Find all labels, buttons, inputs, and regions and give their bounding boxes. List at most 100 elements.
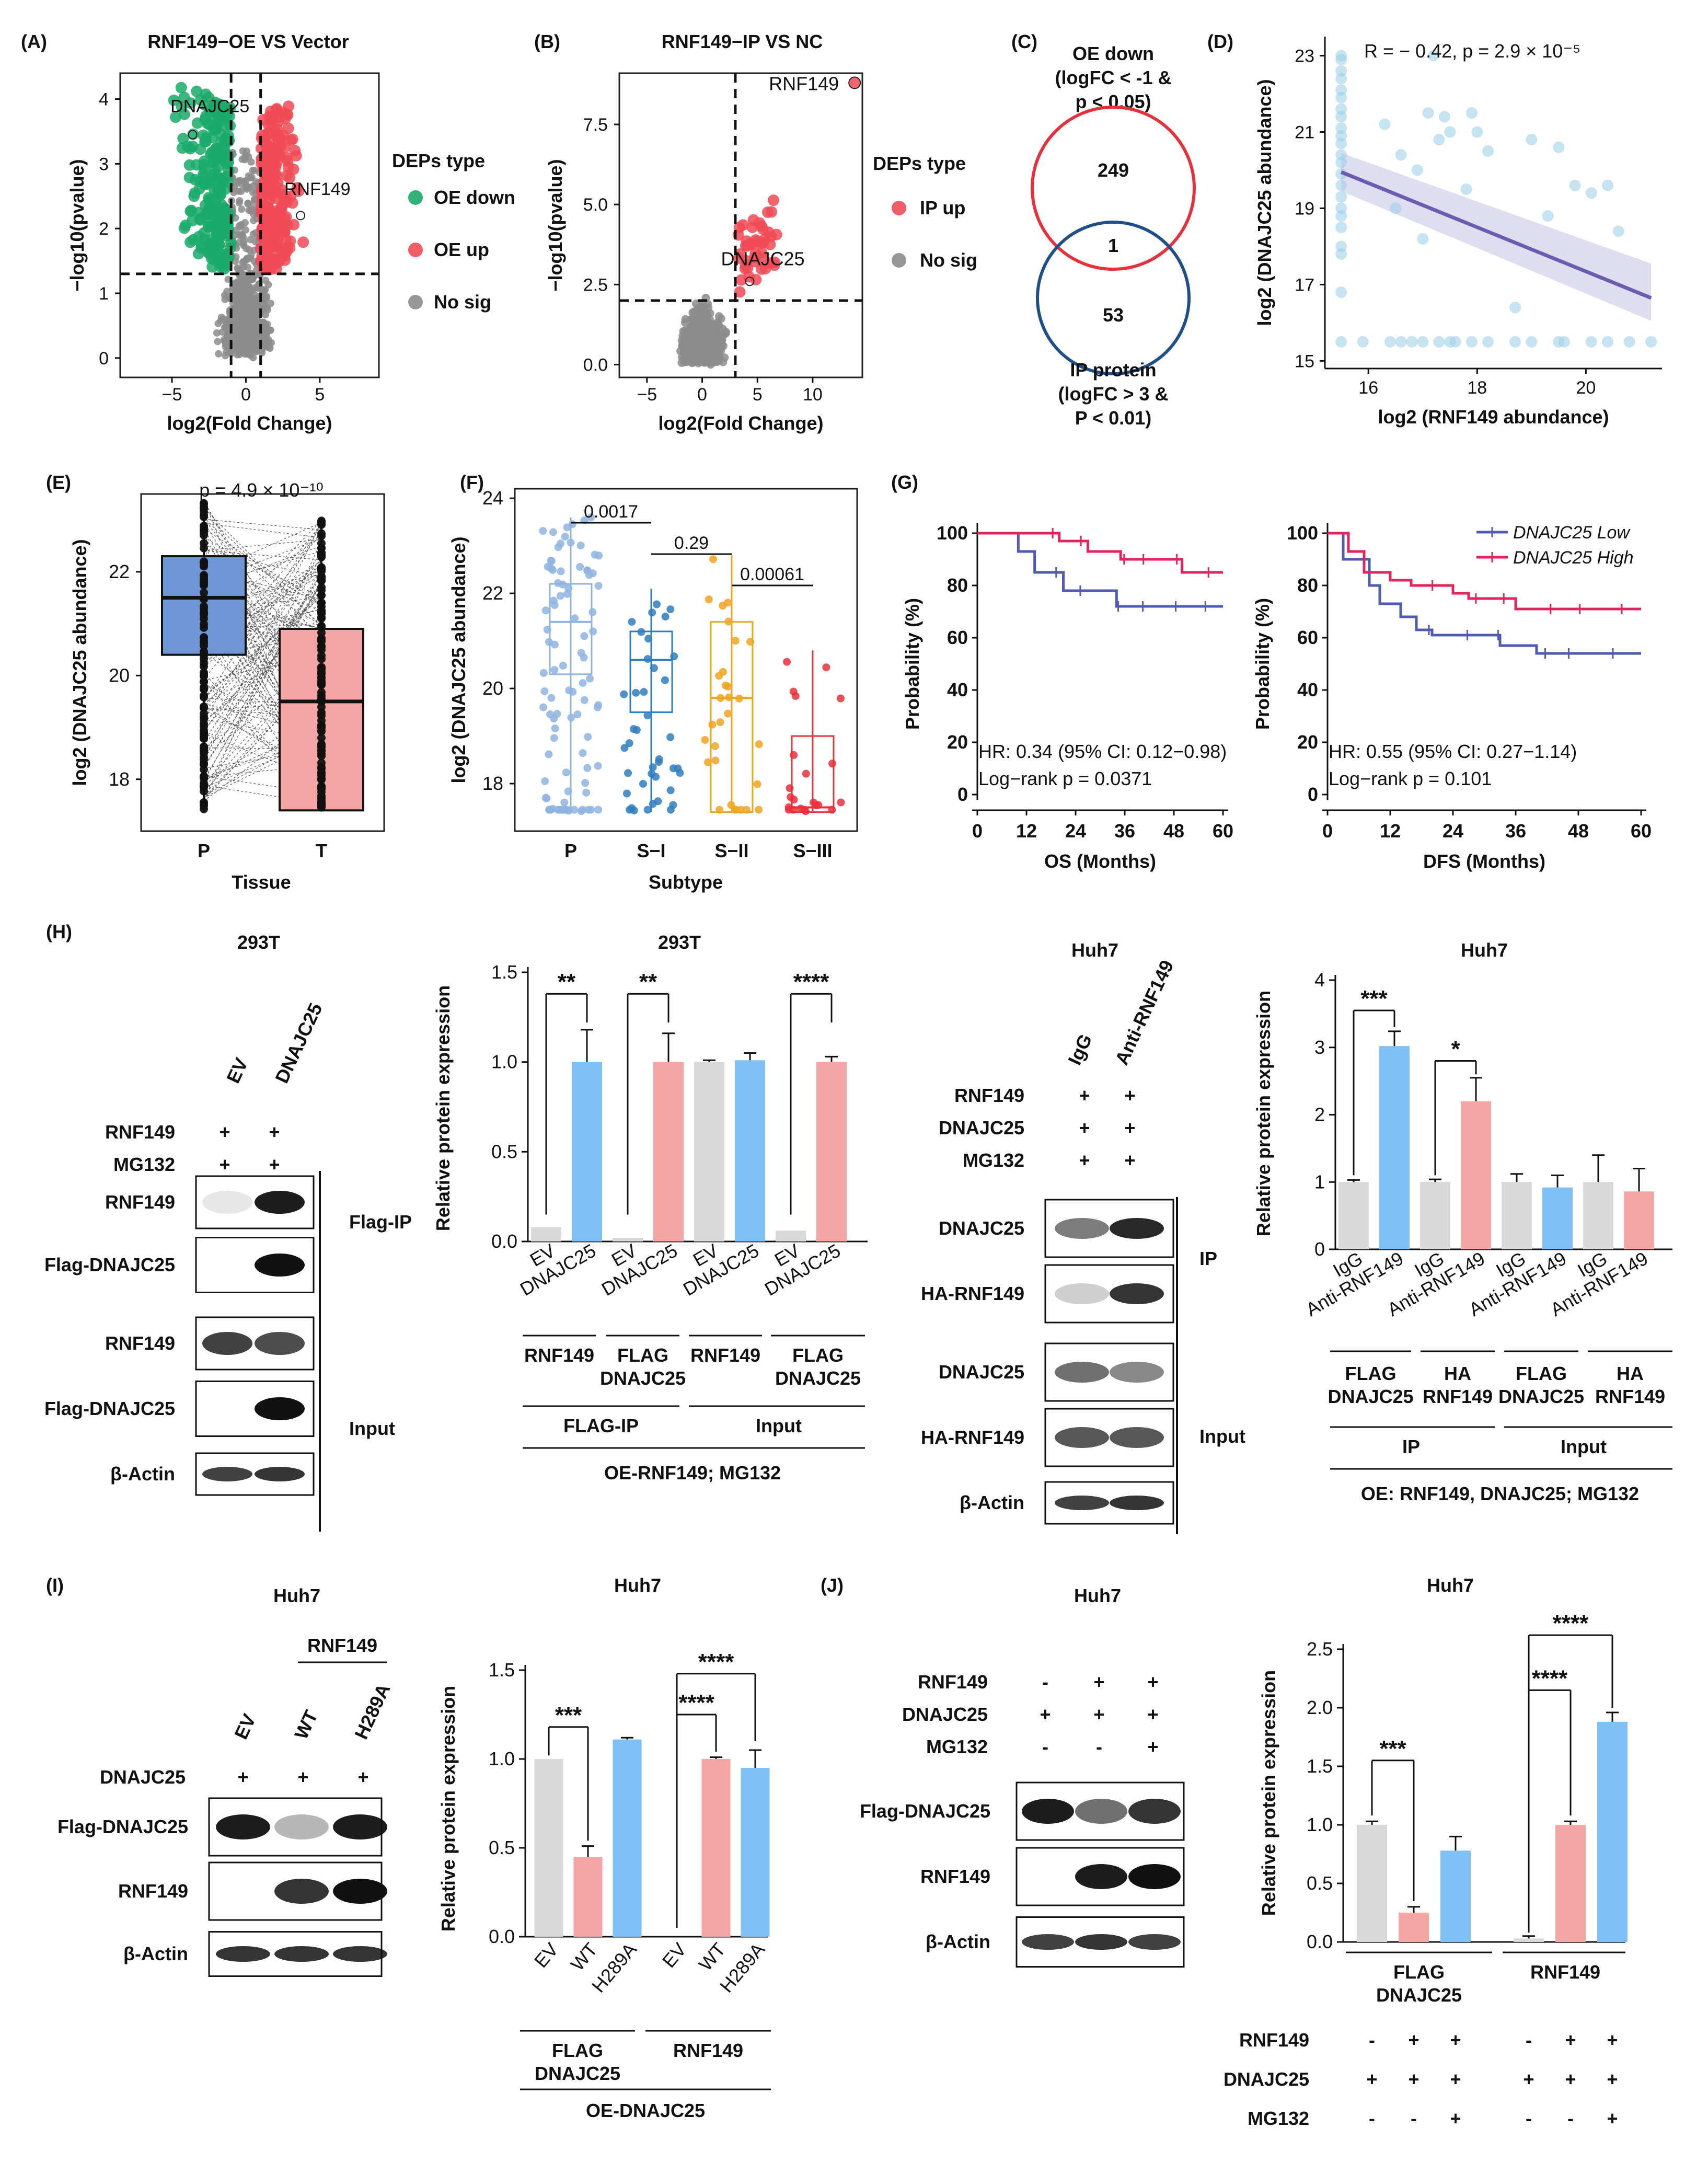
pair-line — [203, 557, 322, 679]
bar — [1399, 1913, 1429, 1942]
point-label: RNF149 — [284, 179, 351, 199]
volcano-point-nosig — [238, 205, 246, 213]
volcano-point-down — [185, 204, 197, 216]
pair-line — [203, 537, 322, 606]
scatter-point — [1601, 336, 1613, 348]
scatter-point — [1558, 336, 1570, 348]
box-point — [200, 610, 208, 619]
blot-title: Huh7 — [1071, 939, 1118, 961]
bar — [1542, 1187, 1573, 1249]
band — [1055, 1283, 1109, 1304]
sign: + — [237, 1766, 248, 1788]
volcano-point-down — [206, 101, 218, 113]
legend-title: DEPs type — [873, 153, 966, 174]
scatter-point — [1384, 336, 1396, 348]
bar — [1357, 1825, 1387, 1942]
jitter-point — [666, 605, 675, 614]
box-point — [317, 788, 326, 797]
box-point — [317, 563, 326, 572]
box-3 — [791, 735, 835, 813]
pair-line — [203, 656, 322, 681]
sign: + — [1523, 2068, 1534, 2090]
scatter-point — [1471, 126, 1483, 138]
scatter-point — [1335, 240, 1347, 252]
band-label: β-Actin — [123, 1943, 188, 1964]
sign: + — [1124, 1085, 1135, 1106]
jitter-point — [632, 726, 641, 734]
significance-stars: **** — [678, 1690, 714, 1716]
jitter-point — [753, 780, 761, 788]
jitter-point — [708, 720, 717, 729]
band-label: HA-RNF149 — [921, 1283, 1024, 1304]
volcano-point-nosig — [718, 340, 726, 349]
highlight-dnajc25 — [745, 277, 755, 286]
jitter-point — [550, 734, 558, 742]
panel-a-label: (A) — [21, 31, 47, 52]
jitter-point — [640, 688, 648, 696]
chart-title: Huh7 — [1427, 1574, 1474, 1596]
volcano-point-down — [176, 142, 188, 154]
volcano-point-nosig — [237, 223, 245, 231]
jitter-point — [567, 538, 575, 547]
band — [274, 1879, 329, 1904]
pair-line — [203, 707, 322, 719]
pair-line — [203, 596, 322, 629]
volcano-point-nosig — [234, 328, 241, 336]
scatter-point — [1542, 210, 1554, 222]
volcano-point-up — [297, 236, 309, 248]
group-label: FLAG — [552, 2040, 603, 2061]
sign: - — [1526, 2029, 1532, 2051]
volcano-point-down — [207, 239, 220, 251]
legend-swatch — [408, 190, 423, 205]
hazard-ratio: HR: 0.34 (95% CI: 0.12−0.98) — [978, 741, 1227, 762]
scatter-point — [1379, 118, 1391, 130]
x-tick-label: T — [316, 840, 327, 861]
sign: + — [1450, 2108, 1461, 2129]
significance-stars: **** — [1532, 1665, 1568, 1691]
box-point — [317, 752, 326, 761]
volcano-point-down — [168, 94, 180, 106]
volcano-point-up — [285, 190, 297, 202]
x-tick-label: S−III — [793, 840, 832, 861]
lane-label: H289A — [350, 1680, 395, 1742]
row-label: DNAJC25 — [939, 1117, 1024, 1139]
volcano-point-nosig — [689, 316, 698, 325]
jitter-point — [622, 789, 631, 798]
group-label: IP — [1199, 1248, 1217, 1269]
scatter-point — [1449, 336, 1461, 348]
pair-line — [203, 519, 322, 530]
volcano-point-down — [199, 199, 211, 211]
significance-stars: **** — [1553, 1611, 1589, 1636]
x-tick-label: 0 — [697, 385, 707, 405]
box-point — [200, 594, 208, 603]
box-point — [317, 670, 326, 679]
box-point — [317, 602, 326, 611]
box-point — [317, 688, 326, 697]
band — [333, 1814, 387, 1839]
y-tick-label: 5.0 — [583, 195, 608, 215]
scatter-point — [1335, 103, 1347, 115]
panel-j-label: (J) — [821, 1574, 844, 1596]
jitter-point — [553, 710, 561, 718]
jitter-point — [746, 638, 755, 646]
volcano-point-nosig — [685, 354, 694, 363]
sign: + — [269, 1154, 280, 1175]
scatter-point — [1509, 302, 1521, 314]
jitter-point — [567, 714, 575, 722]
y-axis-label: −log10(pvalue) — [545, 159, 566, 291]
jitter-point — [717, 694, 725, 702]
point-label: DNAJC25 — [170, 96, 249, 116]
sign: + — [1147, 1736, 1158, 1757]
jitter-point — [583, 566, 592, 574]
bar — [1597, 1721, 1628, 1942]
box-point — [200, 670, 208, 679]
jitter-point — [628, 618, 636, 626]
x-tick-label: 60 — [1213, 820, 1233, 842]
sign: + — [1093, 1704, 1104, 1725]
volcano-point-up — [767, 194, 779, 206]
volcano-point-up — [270, 258, 282, 270]
x-tick-label: P — [564, 840, 577, 861]
y-axis-label: log2 (DNAJC25 abundance) — [69, 539, 90, 786]
jitter-point — [620, 744, 629, 752]
row-label: MG132 — [926, 1736, 988, 1757]
